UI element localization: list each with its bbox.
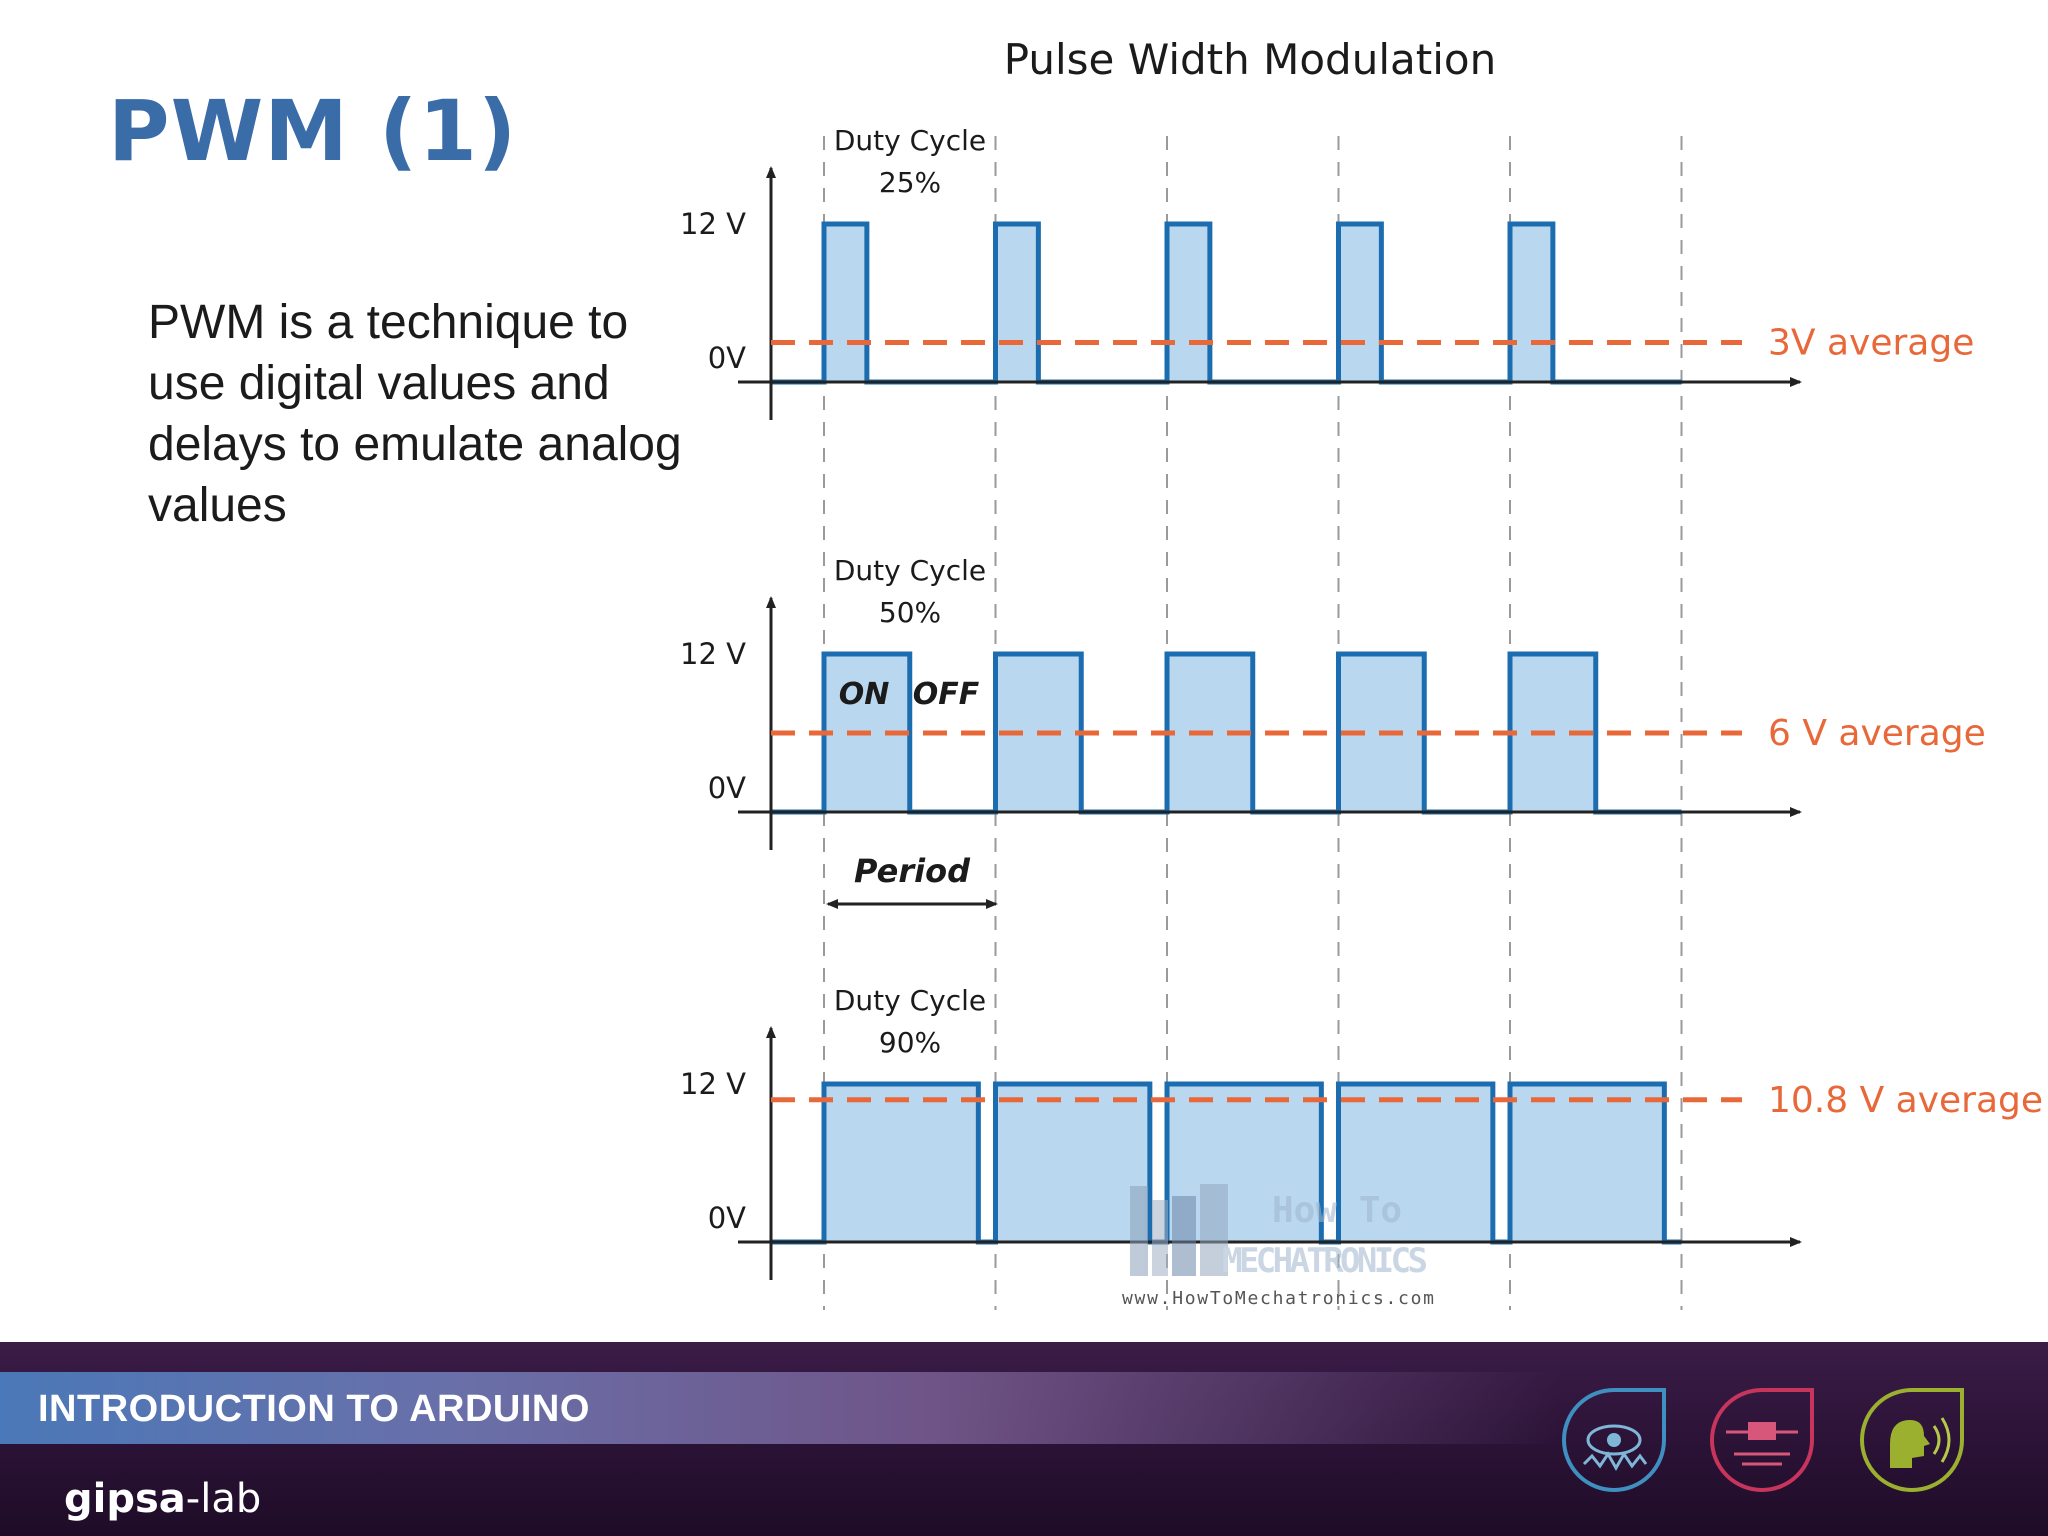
y-label-12v: 12 V <box>680 207 746 241</box>
on-label: ON <box>839 677 890 712</box>
duty-cycle-value: 90% <box>879 1026 941 1059</box>
footer-band <box>0 1372 1560 1444</box>
pulse <box>824 1084 979 1242</box>
pwm-diagram: Pulse Width Modulation Duty Cycle 25% 12 V… <box>680 35 2043 1310</box>
y-label-12v: 12 V <box>680 637 746 671</box>
average-label: 3V average <box>1768 323 1974 364</box>
pulse <box>1167 224 1210 382</box>
pwm-panel: Duty Cycle 90% 12 V 0V 10.8 V average <box>680 984 2043 1280</box>
y-label-12v: 12 V <box>680 1067 746 1101</box>
y-label-0v: 0V <box>708 341 746 375</box>
duty-cycle-label: Duty Cycle <box>834 124 986 157</box>
pulse <box>995 224 1039 382</box>
slide-body-text: PWM is a technique to use digital values… <box>148 296 682 532</box>
pulse <box>1338 1084 1493 1242</box>
logo-bold: gipsa <box>64 1476 186 1522</box>
average-label: 6 V average <box>1768 713 1986 754</box>
pwm-panels: Duty Cycle 25% 12 V 0V 3V average Duty Cycle 5… <box>680 124 2043 1280</box>
period-annotation: Period <box>826 852 998 909</box>
diagram-title: Pulse Width Modulation <box>1004 35 1496 84</box>
pulse <box>995 1084 1150 1242</box>
duty-cycle-value: 50% <box>879 596 941 629</box>
footer-bar: INTRODUCTION TO ARDUINO gipsa-lab <box>0 1342 2048 1536</box>
average-label: 10.8 V average <box>1768 1080 2043 1121</box>
pwm-panel: Duty Cycle 50% 12 V 0V 6 V average ON OFF <box>680 554 1986 850</box>
duty-cycle-label: Duty Cycle <box>834 984 986 1017</box>
y-label-0v: 0V <box>708 1201 746 1235</box>
off-label: OFF <box>913 677 980 712</box>
footer-course-title: INTRODUCTION TO ARDUINO <box>38 1388 590 1430</box>
watermark-line2: MECHATRONICS <box>1222 1241 1428 1281</box>
pwm-signal <box>771 221 1682 385</box>
slide-title: PWM (1) <box>108 82 518 180</box>
period-label: Period <box>854 852 971 890</box>
eye-icon <box>1562 1388 1666 1492</box>
watermark-line1: How To <box>1272 1190 1402 1231</box>
duty-cycle-value: 25% <box>879 166 941 199</box>
pwm-signal <box>771 1081 1682 1245</box>
pulse <box>1510 1084 1665 1242</box>
watermark-logo: How To MECHATRONICS <box>1130 1184 1428 1281</box>
pulse <box>1338 224 1382 382</box>
pulse <box>1510 224 1553 382</box>
watermark-url: www.HowToMechatronics.com <box>1122 1288 1434 1309</box>
pwm-panel: Duty Cycle 25% 12 V 0V 3V average <box>680 124 1974 420</box>
gipsa-lab-logo: gipsa-lab <box>64 1476 261 1522</box>
logo-rest: -lab <box>185 1476 262 1522</box>
circuit-icon <box>1710 1388 1814 1492</box>
pulse <box>824 224 867 382</box>
speech-icon <box>1860 1388 1964 1492</box>
y-label-0v: 0V <box>708 771 746 805</box>
duty-cycle-label: Duty Cycle <box>834 554 986 587</box>
